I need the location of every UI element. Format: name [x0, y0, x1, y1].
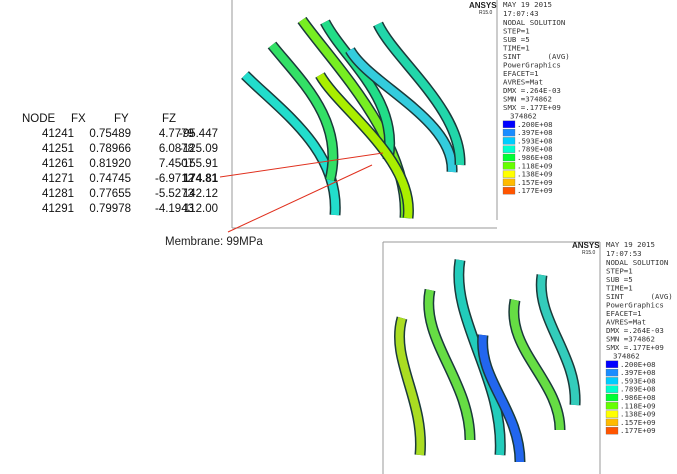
- table-cell: 0.77655: [89, 188, 131, 200]
- table-header: FY: [114, 113, 129, 125]
- time: 17:07:53: [606, 249, 642, 258]
- table-cell: 41271: [42, 173, 74, 185]
- legend-swatch: [503, 154, 515, 161]
- table-cell: 0.78966: [89, 143, 131, 155]
- brand: ANSYS: [572, 241, 600, 250]
- legend-swatch: [503, 187, 515, 194]
- tubes: [245, 20, 460, 218]
- date: MAY 19 2015: [503, 0, 552, 9]
- table-cell: 41241: [42, 128, 74, 140]
- legend-swatch: [606, 427, 618, 434]
- version: R15.0: [582, 250, 596, 256]
- legend-swatch: [606, 402, 618, 409]
- bottom-plot: [383, 242, 600, 474]
- legend-label: .177E+09: [517, 186, 553, 195]
- tubes: [399, 260, 575, 462]
- table-cell: -125.09: [179, 143, 218, 155]
- table-cell: -95.447: [179, 128, 218, 140]
- legend-swatch: [606, 377, 618, 384]
- legend-label: .177E+09: [620, 426, 656, 435]
- time: 17:07:43: [503, 9, 539, 18]
- pointer-line: [228, 165, 372, 232]
- legend-swatch: [606, 411, 618, 418]
- annotation: Membrane: 99MPa: [165, 236, 263, 248]
- figure: Membrane: 99MPa NODEFXFYFZ412410.754894.…: [0, 0, 677, 474]
- version: R15.0: [479, 10, 493, 16]
- legend-swatch: [503, 179, 515, 186]
- table-cell: -155.91: [179, 158, 218, 170]
- table-cell: 0.74745: [89, 173, 131, 185]
- table-cell: 41291: [42, 203, 74, 215]
- legend-swatch: [503, 162, 515, 169]
- table-cell: 174.81: [183, 173, 219, 185]
- legend-swatch: [503, 129, 515, 136]
- legend-swatch: [606, 394, 618, 401]
- legend-swatch: [503, 171, 515, 178]
- top-plot: [232, 0, 497, 228]
- legend-swatch: [606, 369, 618, 376]
- brand: ANSYS: [469, 1, 497, 10]
- table-cell: 41251: [42, 143, 74, 155]
- pointer-line: [220, 153, 383, 177]
- legend-swatch: [606, 386, 618, 393]
- legend-swatch: [606, 361, 618, 368]
- date: MAY 19 2015: [606, 240, 655, 249]
- table-cell: 0.75489: [89, 128, 131, 140]
- table-cell: 0.79978: [89, 203, 131, 215]
- legend-swatch: [503, 146, 515, 153]
- legend-swatch: [503, 137, 515, 144]
- table-header: NODE: [22, 113, 56, 125]
- table-cell: 41281: [42, 188, 74, 200]
- table-cell: 112.00: [184, 203, 218, 215]
- table-cell: 41261: [42, 158, 74, 170]
- table-cell: 142.12: [183, 188, 218, 200]
- legend-swatch: [606, 419, 618, 426]
- table-header: FX: [71, 113, 86, 125]
- table-header: FZ: [162, 113, 176, 125]
- legend-swatch: [503, 121, 515, 128]
- table-cell: 0.81920: [89, 158, 131, 170]
